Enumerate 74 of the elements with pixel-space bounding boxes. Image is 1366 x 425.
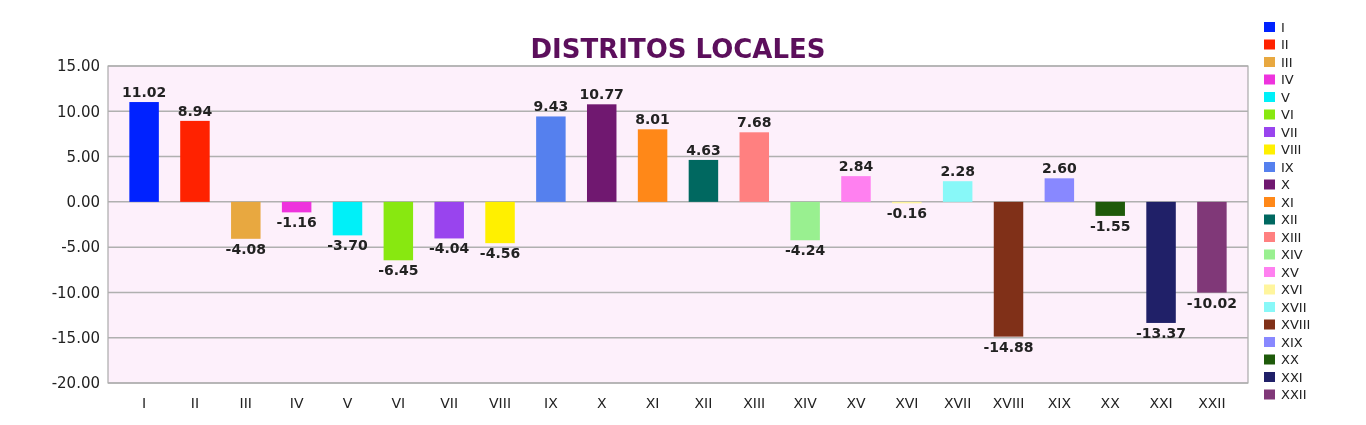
x-tick-label: IV: [289, 395, 304, 411]
x-tick-label: XXII: [1198, 395, 1226, 411]
data-label: -13.37: [1136, 324, 1187, 341]
legend-label: XIII: [1281, 229, 1302, 245]
data-label: -14.88: [983, 338, 1034, 355]
legend-label: II: [1281, 37, 1289, 53]
legend-label: V: [1281, 89, 1290, 105]
x-tick-label: XX: [1100, 395, 1121, 411]
data-label: -4.24: [784, 242, 826, 259]
x-tick-label: XVIII: [992, 395, 1025, 411]
data-label: -1.16: [276, 214, 317, 231]
x-tick-label: XII: [694, 395, 713, 411]
data-label: 10.77: [579, 86, 624, 103]
x-tick-label: VII: [440, 395, 459, 411]
legend-label: VIII: [1281, 142, 1302, 158]
legend-label: XIX: [1281, 334, 1303, 350]
legend-label: XIV: [1281, 247, 1303, 263]
legend-label: XVII: [1281, 299, 1307, 315]
y-tick-label: 10.00: [57, 102, 100, 121]
data-label: 11.02: [121, 84, 167, 101]
data-label: 8.94: [177, 102, 213, 119]
data-label: 7.68: [737, 114, 772, 131]
y-tick-label: -20.00: [51, 374, 100, 393]
legend-label: XX: [1281, 352, 1299, 368]
y-tick-label: 5.00: [66, 147, 100, 166]
chart-title: DISTRITOS LOCALES: [530, 34, 826, 64]
x-tick-label: III: [239, 395, 252, 411]
data-label: -10.02: [1186, 294, 1237, 311]
data-label: -1.55: [1090, 217, 1131, 234]
data-label: 2.84: [838, 158, 874, 175]
legend-label: XXI: [1281, 369, 1303, 385]
data-label: 8.01: [635, 111, 670, 128]
legend-label: XII: [1281, 212, 1298, 228]
data-label: -6.45: [378, 262, 419, 279]
data-label: 4.63: [686, 141, 721, 158]
y-tick-label: -10.00: [51, 283, 100, 302]
legend-label: X: [1281, 177, 1290, 193]
legend-label: XVI: [1281, 282, 1303, 298]
y-tick-label: -15.00: [51, 328, 100, 347]
x-tick-label: XVII: [943, 395, 972, 411]
data-label: -4.56: [479, 245, 521, 262]
legend-label: XVIII: [1281, 317, 1311, 333]
x-tick-label: I: [142, 395, 147, 411]
x-tick-label: XXI: [1149, 395, 1173, 411]
data-label: -4.04: [429, 240, 470, 257]
legend-label: XI: [1281, 194, 1294, 210]
legend-label: IV: [1281, 72, 1294, 88]
legend-label: IX: [1281, 159, 1294, 175]
x-tick-label: IX: [544, 395, 559, 411]
x-tick-label: XIII: [743, 395, 766, 411]
x-tick-label: XI: [645, 395, 660, 411]
x-tick-label: V: [342, 395, 353, 411]
x-tick-label: XVI: [895, 395, 919, 411]
data-label: 2.28: [940, 163, 975, 180]
y-tick-label: 15.00: [57, 57, 100, 76]
x-tick-label: VI: [391, 395, 406, 411]
x-tick-label: XIX: [1047, 395, 1072, 411]
data-label: 9.43: [533, 98, 569, 115]
data-label: 2.60: [1042, 160, 1077, 177]
y-tick-label: 0.00: [66, 193, 100, 212]
x-tick-label: II: [190, 395, 200, 411]
x-tick-label: XV: [846, 395, 866, 411]
x-tick-label: VIII: [489, 395, 512, 411]
legend-label: VI: [1281, 107, 1294, 123]
legend-label: I: [1281, 19, 1285, 35]
data-label: -3.70: [327, 237, 368, 254]
data-label: -4.08: [225, 240, 266, 257]
data-label: -0.16: [886, 205, 927, 222]
legend-label: XV: [1281, 264, 1299, 280]
x-tick-label: XIV: [793, 395, 818, 411]
x-tick-label: X: [596, 395, 607, 411]
legend-label: III: [1281, 54, 1293, 70]
y-tick-label: -5.00: [61, 238, 100, 257]
legend-label: VII: [1281, 124, 1298, 140]
